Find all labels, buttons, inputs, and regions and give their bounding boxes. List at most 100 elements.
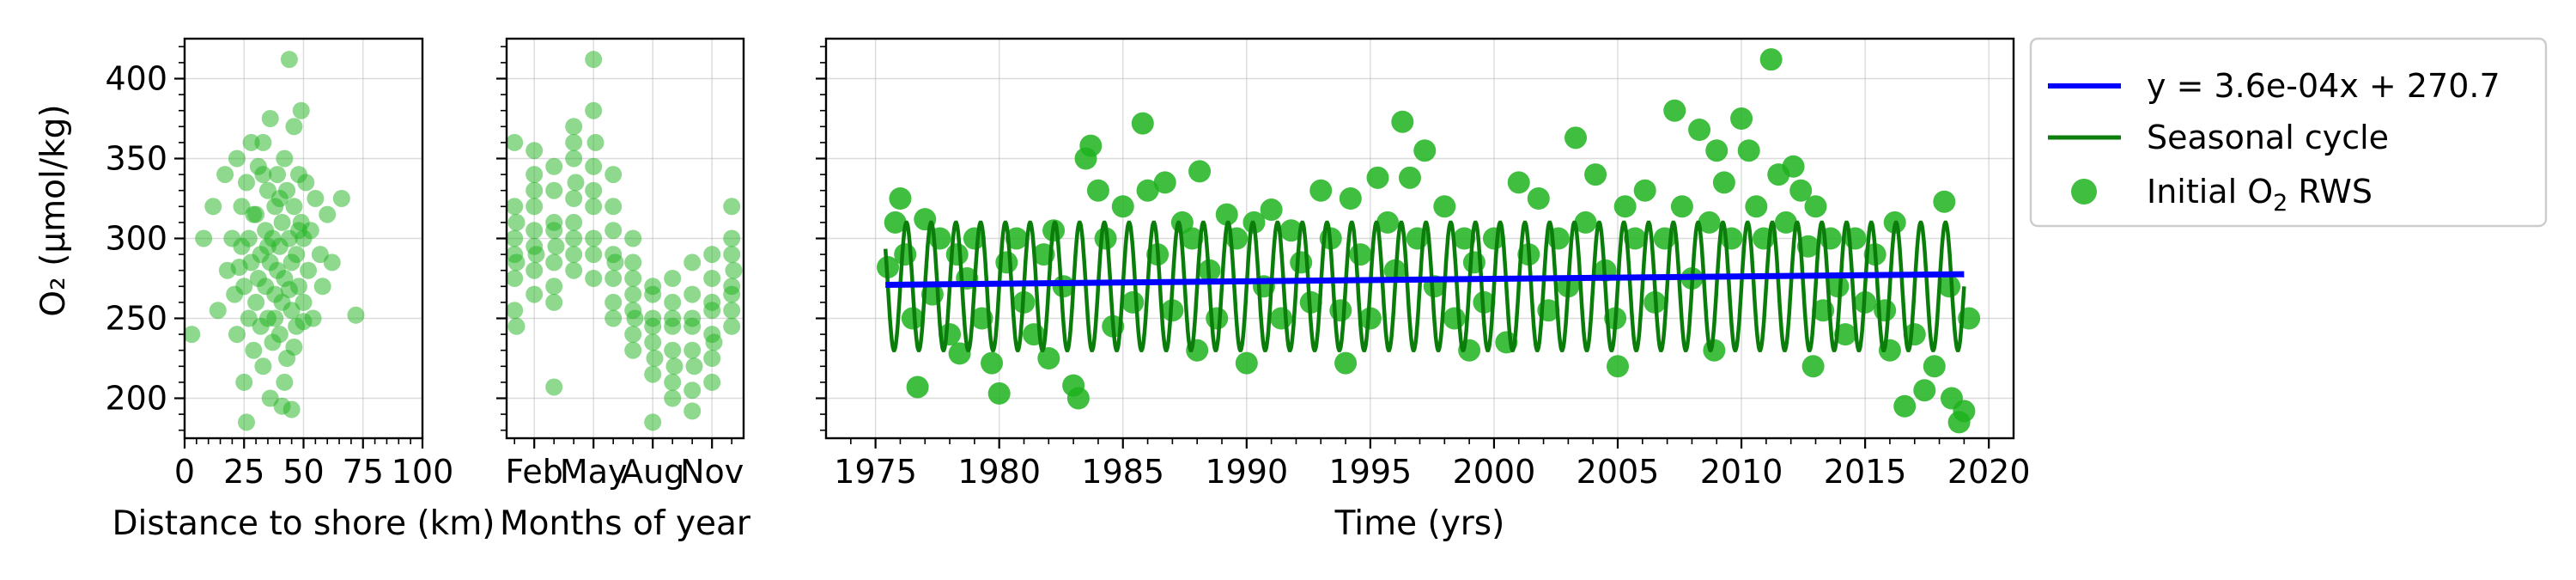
rws-point <box>1334 351 1358 375</box>
scatter-point <box>703 373 721 391</box>
scatter-point <box>565 246 583 264</box>
scatter-point <box>261 110 279 127</box>
scatter-point <box>547 237 565 255</box>
scatter-point <box>683 317 702 335</box>
legend-seasonal-label: Seasonal cycle <box>2147 119 2389 156</box>
scatter-point <box>527 246 545 264</box>
scatter-point <box>297 174 315 192</box>
scatter-point <box>606 253 624 272</box>
rws-point <box>1834 323 1857 346</box>
scatter-point <box>723 317 741 335</box>
scatter-point <box>526 142 544 160</box>
scatter-point <box>664 309 682 327</box>
x-tick-label: 2010 <box>1700 453 1783 491</box>
scatter-point <box>664 270 682 287</box>
scatter-point <box>585 246 603 264</box>
rws-point <box>1121 290 1145 314</box>
rws-point <box>1215 203 1238 226</box>
rws-point <box>1624 227 1647 250</box>
trend-line <box>885 271 1965 288</box>
rws-point <box>1079 134 1103 157</box>
scatter-point <box>242 133 260 151</box>
scatter-point <box>665 357 683 375</box>
scatter-point <box>292 101 310 119</box>
scatter-point <box>565 213 583 231</box>
rws-point <box>1613 195 1637 218</box>
scatter-point <box>703 350 721 367</box>
scatter-point <box>585 270 603 287</box>
scatter-point <box>664 341 682 359</box>
scatter-point <box>646 350 664 367</box>
rws-point <box>1688 119 1711 142</box>
rws-point <box>1527 187 1550 210</box>
rws-point <box>1188 160 1212 183</box>
x-tick-label: 1985 <box>1081 453 1164 491</box>
scatter-point <box>526 181 544 199</box>
scatter-point <box>586 133 605 151</box>
scatter-point <box>545 157 563 175</box>
rws-point <box>948 342 971 365</box>
scatter-point <box>624 341 642 359</box>
scatter-point <box>545 378 563 396</box>
x-tick-label: 50 <box>283 453 324 491</box>
scatter-point <box>280 51 298 69</box>
rws-point <box>1737 139 1760 162</box>
time-panel: 1975 1980 1985 1990 1995 2000 2005 2010 2015 2020… <box>816 37 2031 543</box>
scatter-point <box>228 150 246 168</box>
scatter-point <box>526 166 544 184</box>
x-tick-label: 2015 <box>1824 453 1907 491</box>
scatter-point <box>235 278 253 296</box>
scatter-point <box>664 389 682 407</box>
x-tick-label: 1975 <box>834 453 917 491</box>
x-axis-label: Months of year <box>500 504 751 543</box>
rws-point <box>1774 211 1797 234</box>
scatter-point <box>685 357 703 375</box>
rws-point <box>1279 219 1303 242</box>
rws-point <box>987 382 1011 405</box>
scatter-point <box>585 181 603 199</box>
scatter-point <box>506 229 524 247</box>
legend-rws-marker <box>2071 179 2097 205</box>
scatter-point <box>725 261 743 279</box>
scatter-point <box>703 302 721 320</box>
rws-point <box>981 351 1004 375</box>
x-tick-label: Feb <box>506 453 563 491</box>
x-axis-label: Time (yrs) <box>1334 504 1505 543</box>
scatter-point <box>605 293 623 311</box>
scatter-point <box>313 278 331 296</box>
scatter-point <box>507 253 526 272</box>
scatter-point <box>723 302 741 320</box>
x-tick-label: Aug <box>621 453 684 491</box>
scatter-point <box>585 51 603 69</box>
x-tick-label: 2000 <box>1453 453 1536 491</box>
scatter-point <box>565 229 583 247</box>
scatter-point <box>288 246 306 264</box>
scatter-point <box>703 270 721 287</box>
x-tick-label: 100 <box>392 453 454 491</box>
rws-point <box>1789 179 1813 202</box>
scatter-point <box>323 253 341 272</box>
scatter-point <box>605 198 623 216</box>
scatter-point <box>230 258 248 276</box>
rws-point <box>1953 400 1976 423</box>
y-axis-label: O₂ (µmol/kg) <box>34 104 73 316</box>
scatter-point <box>238 174 256 192</box>
scatter-point <box>664 293 682 311</box>
rws-point <box>1136 179 1159 202</box>
rws-point <box>1131 112 1154 135</box>
scatter-point <box>585 101 603 119</box>
scatter-point <box>332 190 350 207</box>
scatter-point <box>605 166 623 184</box>
scatter-point <box>683 382 702 400</box>
rws-point <box>884 211 907 234</box>
scatter-point <box>270 190 289 207</box>
rws-point <box>1633 179 1656 202</box>
x-tick-label: 75 <box>343 453 384 491</box>
scatter-point <box>254 133 272 151</box>
scatter-point <box>254 357 272 375</box>
scatter-point <box>285 198 303 216</box>
scatter-point <box>545 222 563 240</box>
scatter-point <box>605 309 623 327</box>
